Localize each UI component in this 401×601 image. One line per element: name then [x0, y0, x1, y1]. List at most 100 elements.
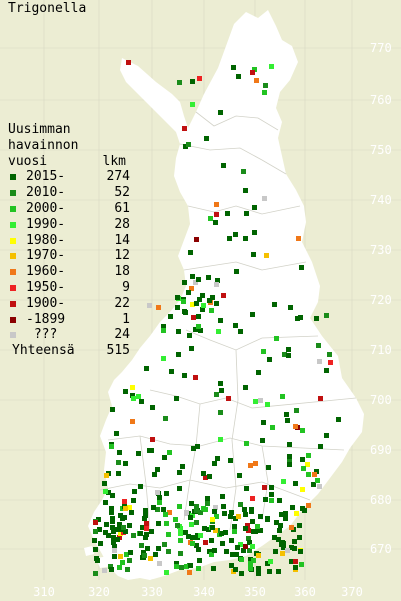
observation-square — [229, 510, 234, 515]
observation-square — [301, 466, 306, 471]
observation-square — [256, 566, 261, 571]
observation-square — [176, 329, 181, 334]
observation-square — [186, 142, 191, 147]
observation-square — [121, 525, 126, 530]
observation-square — [104, 522, 109, 527]
observation-square — [244, 441, 249, 446]
observation-square — [106, 490, 111, 495]
observation-square — [187, 333, 192, 338]
observation-square — [182, 280, 187, 285]
legend-count: 274 — [106, 169, 130, 185]
observation-square — [289, 559, 294, 564]
observation-square — [118, 531, 123, 536]
observation-square — [164, 521, 169, 526]
observation-square — [248, 566, 253, 571]
y-tick-label: 680 — [370, 493, 392, 507]
observation-square — [294, 511, 299, 516]
observation-square — [188, 515, 193, 520]
observation-square — [213, 220, 218, 225]
observation-square — [196, 547, 201, 552]
observation-square — [300, 457, 305, 462]
observation-square — [324, 368, 329, 373]
legend: Uusimman havainnon vuosi lkm 2015- 274 201… — [8, 122, 130, 359]
observation-square — [281, 545, 286, 550]
observation-square — [195, 535, 200, 540]
legend-heading-row: vuosi lkm — [8, 154, 130, 170]
observation-square — [111, 535, 116, 540]
observation-square — [198, 510, 203, 515]
observation-square — [196, 277, 201, 282]
observation-square — [324, 433, 329, 438]
observation-square — [229, 563, 234, 568]
observation-square — [164, 491, 169, 496]
observation-square — [204, 136, 209, 141]
legend-count: 61 — [114, 200, 130, 216]
observation-square — [210, 525, 215, 530]
legend-swatch — [10, 221, 16, 228]
observation-square — [194, 237, 199, 242]
x-tick-label: 360 — [294, 585, 316, 599]
observation-square — [230, 552, 235, 557]
observation-square — [261, 420, 266, 425]
observation-square — [229, 538, 234, 543]
observation-square — [269, 485, 274, 490]
observation-square — [252, 205, 257, 210]
observation-square — [194, 504, 199, 509]
observation-square — [300, 428, 305, 433]
observation-square — [197, 297, 202, 302]
y-tick-label: 670 — [370, 542, 392, 556]
observation-square — [201, 303, 206, 308]
observation-square — [212, 548, 217, 553]
observation-square — [258, 528, 263, 533]
observation-square — [193, 327, 198, 332]
observation-square — [209, 538, 214, 543]
observation-square — [179, 565, 184, 570]
observation-square — [93, 547, 98, 552]
observation-square — [187, 570, 192, 575]
observation-square — [178, 551, 183, 556]
observation-square — [212, 509, 217, 514]
legend-count: 52 — [114, 185, 130, 201]
observation-square — [184, 564, 189, 569]
observation-square — [115, 537, 120, 542]
observation-square — [118, 554, 123, 559]
observation-square — [214, 514, 219, 519]
observation-square — [156, 546, 161, 551]
observation-square — [211, 566, 216, 571]
observation-square — [127, 523, 132, 528]
observation-square — [177, 470, 182, 475]
observation-square — [256, 571, 261, 576]
observation-square — [93, 520, 98, 525]
observation-square — [293, 559, 298, 564]
observation-square — [197, 76, 202, 81]
observation-square — [117, 450, 122, 455]
observation-square — [109, 510, 114, 515]
observation-square — [281, 479, 286, 484]
observation-square — [289, 545, 294, 550]
observation-square — [239, 571, 244, 576]
observation-square — [108, 564, 113, 569]
observation-square — [225, 211, 230, 216]
observation-square — [128, 550, 133, 555]
observation-square — [198, 533, 203, 538]
observation-square — [183, 530, 188, 535]
observation-square — [245, 523, 250, 528]
observation-square — [221, 163, 226, 168]
observation-square — [93, 571, 98, 576]
observation-square — [112, 554, 117, 559]
observation-square — [176, 352, 181, 357]
observation-square — [269, 64, 274, 69]
observation-square — [328, 360, 333, 365]
observation-square — [203, 475, 208, 480]
observation-square — [102, 481, 107, 486]
legend-row: 1960- 18 — [8, 264, 130, 280]
legend-label: 1980- — [26, 232, 66, 248]
observation-square — [246, 528, 251, 533]
legend-count: 24 — [114, 327, 130, 343]
observation-square — [243, 526, 248, 531]
observation-square — [106, 533, 111, 538]
observation-square — [161, 507, 166, 512]
observation-square — [290, 505, 295, 510]
observation-square — [150, 405, 155, 410]
